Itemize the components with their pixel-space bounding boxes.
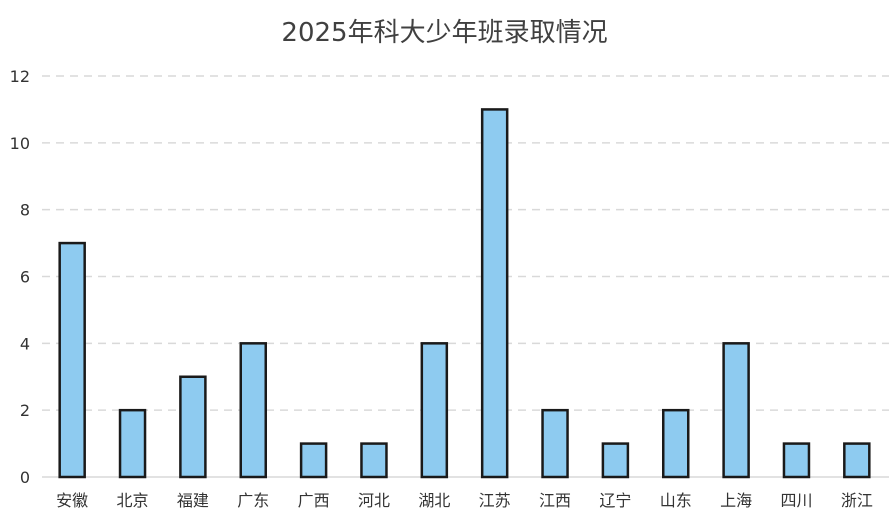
x-axis-ticks: 安徽 北京 福建 广东 广西 河北 湖北 江苏 江西 辽宁 山东 上海 四川 浙江 xyxy=(56,491,873,510)
bar xyxy=(299,442,328,479)
y-axis-ticks: 0 2 4 6 8 10 12 xyxy=(10,67,30,487)
bar xyxy=(179,375,207,479)
bar xyxy=(541,408,569,479)
x-tick-label: 浙江 xyxy=(841,491,873,510)
y-tick-label: 0 xyxy=(20,468,30,487)
chart-title: 2025年科大少年班录取情况 xyxy=(281,18,608,48)
x-tick-label: 山东 xyxy=(660,491,692,510)
y-tick-label: 12 xyxy=(10,67,30,86)
x-tick-label: 广东 xyxy=(237,491,269,510)
bar xyxy=(662,408,690,479)
y-tick-label: 2 xyxy=(20,401,30,420)
bar xyxy=(782,442,811,479)
x-tick-label: 江苏 xyxy=(479,491,511,510)
x-tick-label: 广西 xyxy=(298,491,330,510)
gridlines xyxy=(42,75,889,478)
y-tick-label: 10 xyxy=(10,134,30,153)
bar xyxy=(58,241,86,479)
bar xyxy=(239,342,267,479)
y-tick-label: 8 xyxy=(20,201,30,220)
bar xyxy=(722,342,750,479)
x-tick-label: 四川 xyxy=(780,491,812,510)
x-tick-label: 福建 xyxy=(177,491,209,510)
bar xyxy=(420,342,449,479)
bar xyxy=(480,108,509,479)
x-tick-label: 湖北 xyxy=(418,491,450,510)
y-tick-label: 6 xyxy=(20,268,30,287)
x-tick-label: 上海 xyxy=(720,491,752,510)
x-tick-label: 河北 xyxy=(358,491,390,510)
bar xyxy=(843,442,871,479)
bar xyxy=(360,442,388,479)
x-tick-label: 北京 xyxy=(117,491,149,510)
bar xyxy=(601,442,630,479)
bar xyxy=(118,408,147,479)
bars xyxy=(58,108,871,479)
x-tick-label: 安徽 xyxy=(56,491,88,510)
x-tick-label: 辽宁 xyxy=(599,491,631,510)
y-tick-label: 4 xyxy=(20,334,30,353)
x-tick-label: 江西 xyxy=(539,491,571,510)
